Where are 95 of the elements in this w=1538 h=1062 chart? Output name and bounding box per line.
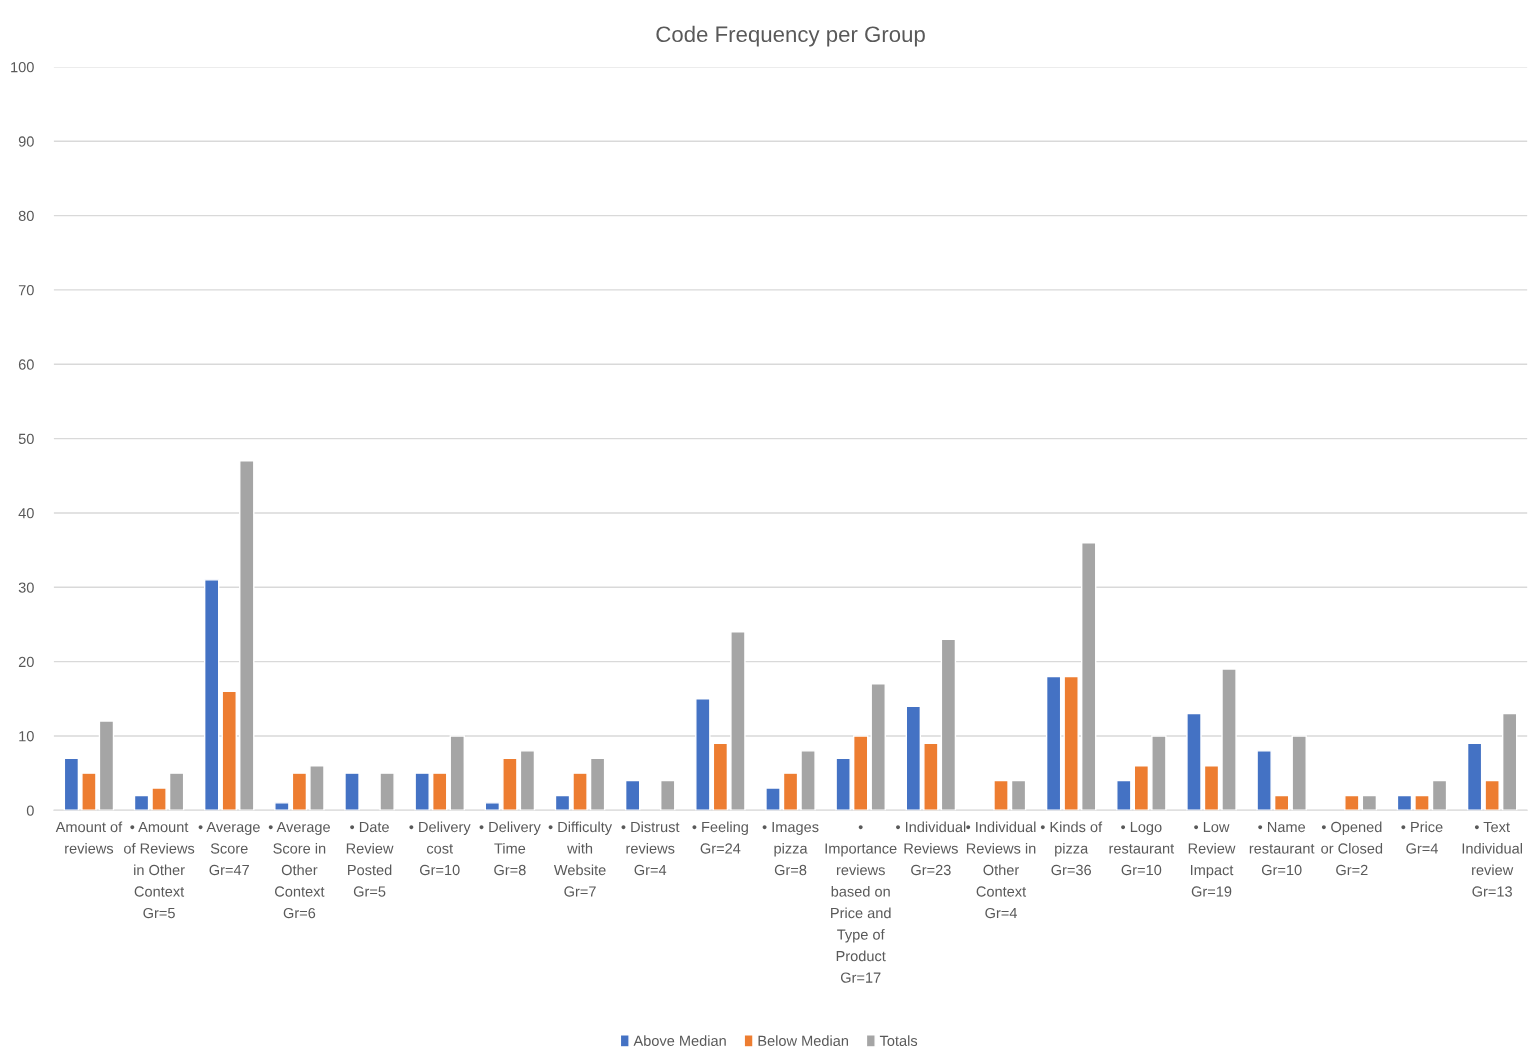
bar xyxy=(923,742,939,811)
legend-label: Below Median xyxy=(758,1035,848,1046)
bar xyxy=(168,772,185,811)
x-tick-label: • Opened or Closed Gr=2 xyxy=(1321,821,1383,876)
x-tick-label: • Kinds of pizza Gr=36 xyxy=(1040,821,1103,876)
bar xyxy=(221,690,237,811)
bar xyxy=(484,802,501,811)
bar xyxy=(1273,794,1290,811)
bar xyxy=(449,735,465,811)
x-tick-label: • Date Review Posted Gr=5 xyxy=(346,821,394,897)
bar xyxy=(730,631,746,811)
bar xyxy=(1484,779,1500,811)
bar xyxy=(940,638,957,811)
bar xyxy=(800,750,816,811)
bar xyxy=(765,787,781,811)
bar xyxy=(203,579,220,811)
bar xyxy=(291,772,308,811)
bar xyxy=(63,757,80,811)
legend-label: Above Median xyxy=(633,1035,726,1046)
bar xyxy=(870,683,886,811)
x-tick-label: • Distrust reviews Gr=4 xyxy=(621,821,680,876)
x-tick-label: • Importance reviews based on Price and Type of Product Gr=17 xyxy=(825,825,897,983)
bar xyxy=(835,757,851,811)
bar xyxy=(239,460,255,811)
x-tick-label: • Low Review Impact Gr=19 xyxy=(1188,821,1236,897)
bar xyxy=(1256,750,1272,811)
y-tick-label: 70 xyxy=(18,285,34,296)
bar xyxy=(660,779,676,811)
bar xyxy=(414,772,430,811)
bar xyxy=(1431,779,1448,811)
bar xyxy=(624,779,641,811)
bar xyxy=(151,787,167,811)
bar xyxy=(1133,765,1150,811)
bar xyxy=(519,750,536,811)
y-tick-label: 80 xyxy=(18,210,34,222)
x-tick-label: • Text Individual review Gr=13 xyxy=(1462,821,1522,897)
y-tick-label: 10 xyxy=(19,731,34,742)
x-tick-label: • Price Gr=4 xyxy=(1401,821,1443,854)
x-tick-label: • Delivery Time Gr=8 xyxy=(479,821,541,876)
bar xyxy=(133,794,150,811)
bar xyxy=(1081,541,1097,811)
y-tick-label: 60 xyxy=(18,359,34,370)
y-tick-label: 20 xyxy=(18,656,34,668)
bar xyxy=(1186,712,1202,811)
x-tick-label: • Amount of Reviews in Other Context Gr=5 xyxy=(124,821,195,919)
x-tick-label: • Name restaurant Gr=10 xyxy=(1249,821,1315,876)
chart-title: Code Frequency per Group xyxy=(656,25,925,47)
x-tick-label: • Feeling Gr=24 xyxy=(692,821,748,854)
bar xyxy=(344,772,360,811)
bar xyxy=(1501,712,1518,811)
bar xyxy=(1466,742,1483,811)
y-tick-label: 0 xyxy=(26,805,34,816)
bar xyxy=(782,772,799,811)
bar xyxy=(274,802,290,811)
bar xyxy=(1203,765,1220,811)
y-tick-label: 100 xyxy=(11,62,34,73)
bar xyxy=(1151,735,1167,811)
bar xyxy=(1010,779,1027,811)
x-tick-label: • Individual Reviews in Other Context Gr=4 xyxy=(966,821,1036,919)
bar xyxy=(81,772,97,811)
x-tick-label: • Individual Reviews Gr=23 xyxy=(896,821,966,876)
legend-label: Totals xyxy=(879,1035,918,1046)
bar xyxy=(852,735,869,811)
x-tick-label: • Delivery cost Gr=10 xyxy=(409,821,471,876)
bar xyxy=(905,705,922,811)
y-tick-label: 30 xyxy=(18,582,34,593)
bar xyxy=(554,794,571,811)
bar xyxy=(1045,675,1062,811)
bar xyxy=(572,772,588,811)
bar xyxy=(1221,668,1237,811)
bar xyxy=(1396,794,1413,811)
y-tick-label: 40 xyxy=(18,508,34,519)
bar xyxy=(589,757,606,811)
y-tick-label: 90 xyxy=(18,136,34,147)
y-tick-label: 50 xyxy=(18,433,34,445)
bar xyxy=(1063,675,1079,811)
x-tick-label: • Average Score in Other Context Gr=6 xyxy=(268,821,330,919)
x-tick-label: • Images pizza Gr=8 xyxy=(762,821,819,876)
bar xyxy=(1414,794,1430,811)
bar xyxy=(379,772,395,811)
bar xyxy=(502,757,518,811)
bar xyxy=(1291,735,1307,811)
bar xyxy=(309,765,325,811)
bar xyxy=(712,742,729,811)
x-tick-label: • Difficulty with Website Gr=7 xyxy=(548,821,613,897)
bar xyxy=(993,779,1009,811)
bar xyxy=(1116,779,1132,811)
x-tick-label: Amount of reviews xyxy=(55,821,123,854)
bar xyxy=(432,772,448,811)
x-tick-label: • Logo restaurant Gr=10 xyxy=(1109,821,1175,876)
x-tick-label: • Average Score Gr=47 xyxy=(198,821,260,876)
bar xyxy=(1361,794,1378,811)
bar xyxy=(695,698,711,811)
bar xyxy=(98,720,115,811)
bar xyxy=(1344,794,1360,811)
